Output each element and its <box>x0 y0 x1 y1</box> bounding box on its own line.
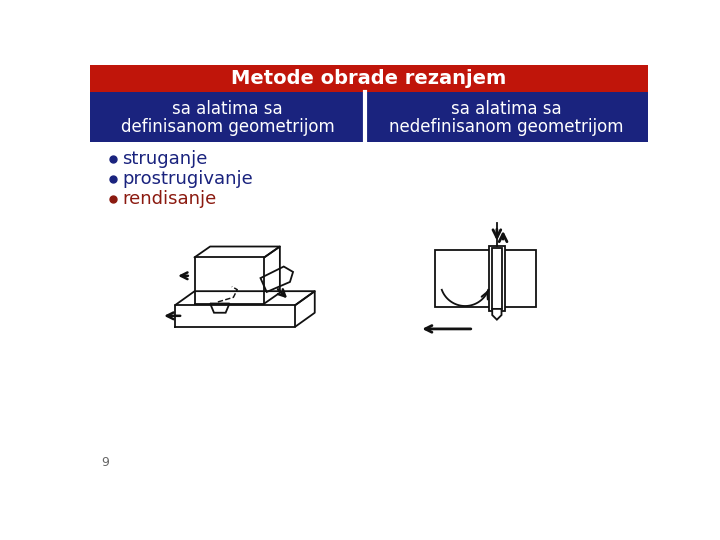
Text: Metode obrade rezanjem: Metode obrade rezanjem <box>231 69 507 88</box>
Bar <box>365 92 648 142</box>
Text: rendisanje: rendisanje <box>122 190 217 208</box>
Polygon shape <box>210 303 230 313</box>
Bar <box>90 65 648 92</box>
Bar <box>492 248 502 309</box>
Text: prostrugivanje: prostrugivanje <box>122 170 253 188</box>
Text: sa alatima sa: sa alatima sa <box>172 100 283 118</box>
Polygon shape <box>492 309 502 320</box>
Text: nedefinisanom geometrijom: nedefinisanom geometrijom <box>390 118 624 136</box>
Text: 9: 9 <box>102 456 109 469</box>
Polygon shape <box>261 267 293 292</box>
Text: sa alatima sa: sa alatima sa <box>451 100 562 118</box>
Bar <box>90 92 365 142</box>
Bar <box>489 246 505 311</box>
Text: struganje: struganje <box>122 150 208 168</box>
Bar <box>435 249 536 307</box>
Text: definisanom geometrijom: definisanom geometrijom <box>121 118 334 136</box>
